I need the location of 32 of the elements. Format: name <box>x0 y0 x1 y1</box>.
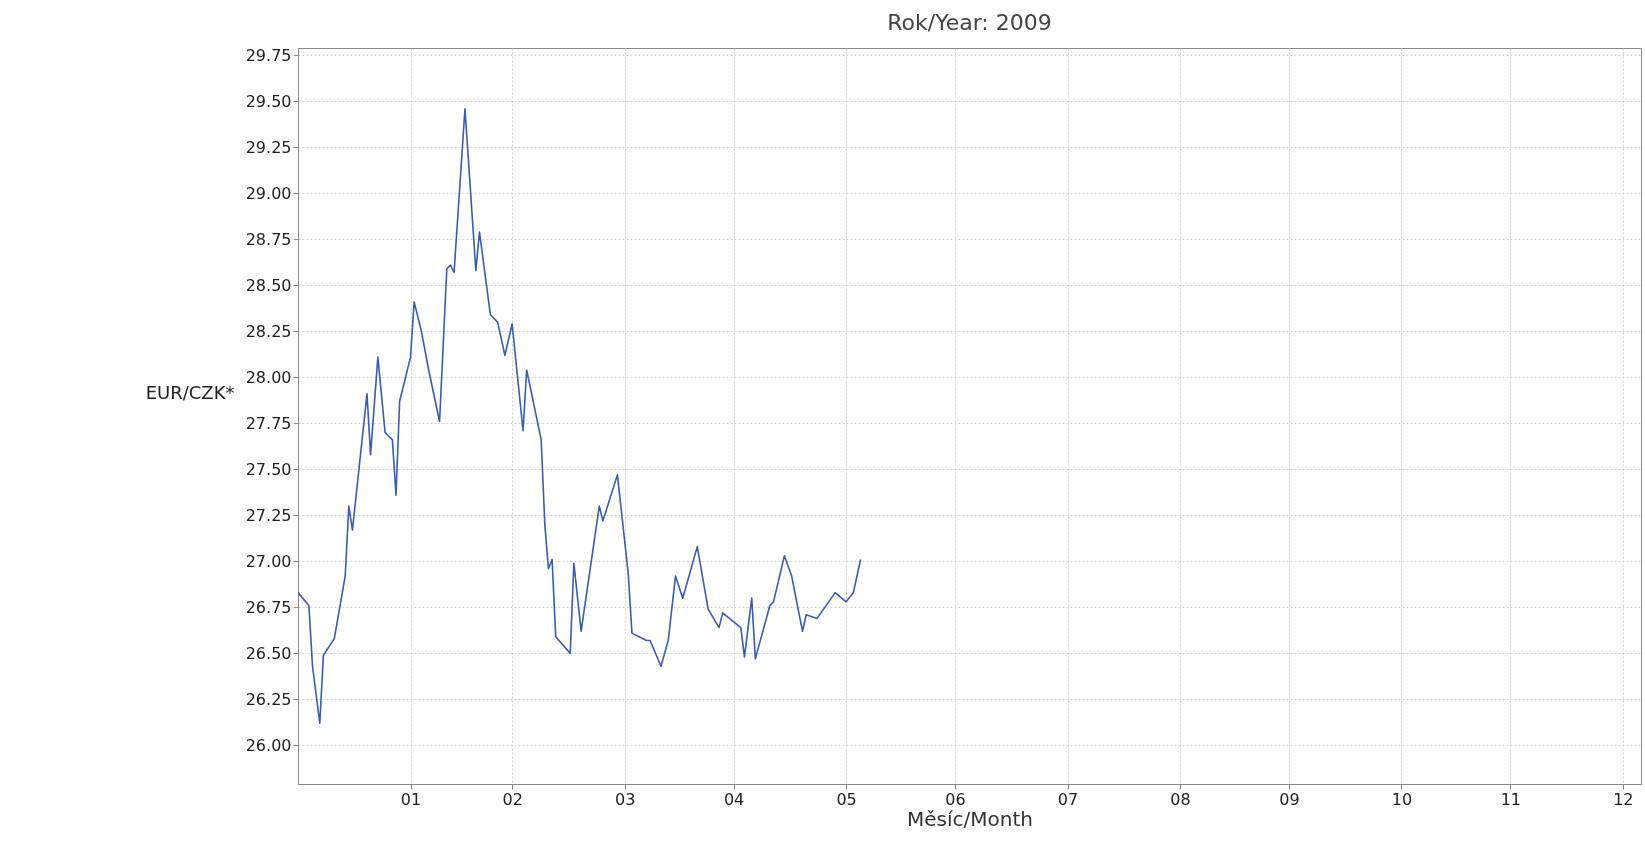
x-tick-label: 05 <box>836 789 857 809</box>
x-tick-label: 04 <box>723 789 745 809</box>
x-tick-label: 02 <box>502 789 523 809</box>
y-tick-label: 26.75 <box>245 597 292 617</box>
x-tick-label: 10 <box>1391 789 1413 809</box>
y-tick-label: 28.00 <box>245 367 292 387</box>
y-tick-label: 28.25 <box>245 321 292 341</box>
y-tick-label: 28.75 <box>245 229 292 249</box>
x-tick-label: 01 <box>400 789 422 809</box>
x-tick-label: 09 <box>1279 789 1300 809</box>
y-tick-label: 29.50 <box>245 91 292 111</box>
x-tick-label: 06 <box>945 789 966 809</box>
x-tick-label: 07 <box>1057 789 1079 809</box>
x-tick-label: 08 <box>1170 789 1191 809</box>
x-tick-label: 03 <box>615 789 636 809</box>
y-tick-label: 28.50 <box>245 275 292 295</box>
y-tick-label: 26.50 <box>245 643 292 663</box>
y-tick-label: 29.25 <box>245 137 292 157</box>
y-tick-label: 29.75 <box>245 45 292 65</box>
y-tick-label: 27.75 <box>245 413 292 433</box>
y-tick-label: 26.00 <box>245 735 292 755</box>
y-tick-label: 27.00 <box>245 551 292 571</box>
y-tick-label: 29.00 <box>245 183 292 203</box>
chart-title: Rok/Year: 2009 <box>887 10 1052 36</box>
y-axis-title: EUR/CZK* <box>145 381 235 403</box>
y-tick-label: 27.50 <box>245 459 292 479</box>
x-tick-label: 12 <box>1613 789 1634 809</box>
x-axis-title: Měsíc/Month <box>907 806 1033 831</box>
y-tick-label: 26.25 <box>245 689 292 709</box>
x-tick-label: 11 <box>1500 789 1522 809</box>
line-series <box>298 107 862 725</box>
y-tick-label: 27.25 <box>245 505 292 525</box>
